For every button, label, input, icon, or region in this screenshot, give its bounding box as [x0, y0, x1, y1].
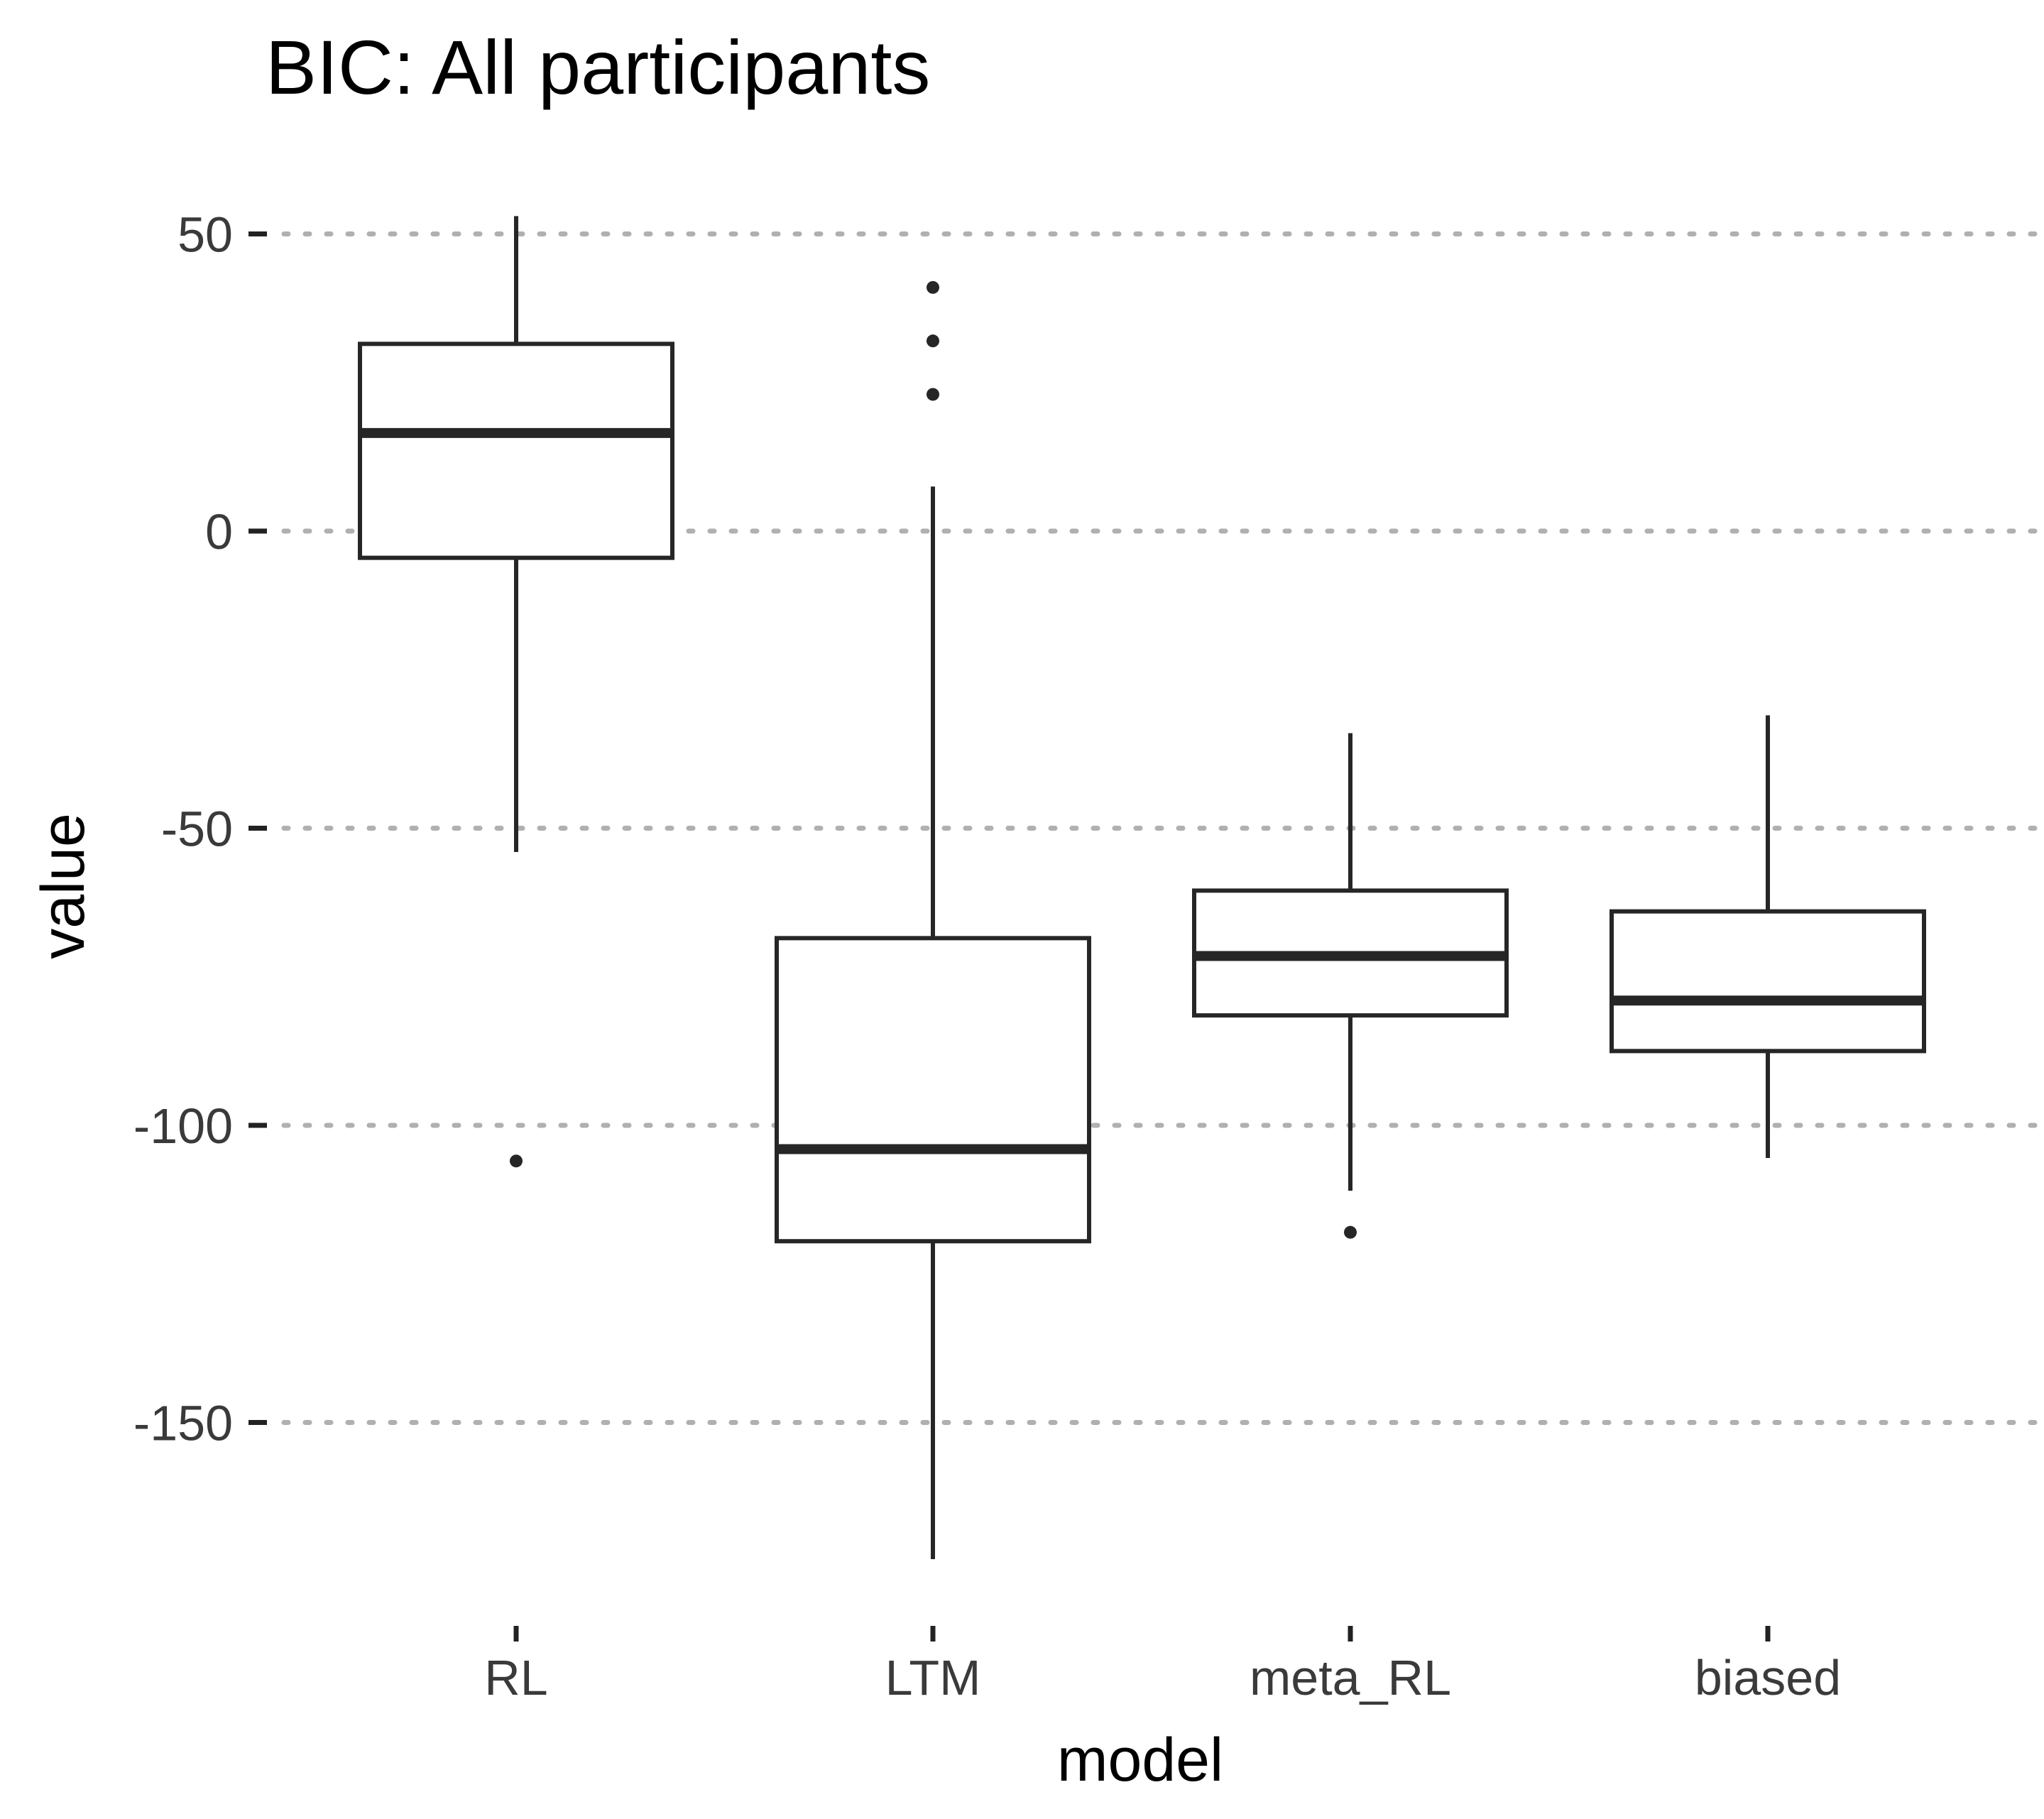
iqr-box	[775, 936, 1091, 1244]
iqr-box	[1609, 909, 1926, 1054]
x-tick-label: RL	[484, 1650, 547, 1705]
y-tick-label: -150	[133, 1396, 233, 1451]
outlier-point	[927, 280, 939, 294]
box-biased	[1609, 715, 1926, 1159]
y-tick-label: -50	[161, 802, 233, 857]
outlier-point	[927, 388, 939, 401]
x-tick-label: meta_RL	[1250, 1650, 1451, 1705]
x-tick-label: biased	[1695, 1650, 1841, 1705]
chart-title: BIC: All participants	[266, 24, 930, 110]
box-LTM	[775, 280, 1091, 1560]
boxes-layer	[358, 216, 1926, 1560]
outlier-point	[1344, 1225, 1357, 1239]
y-tick-label: 0	[205, 504, 233, 559]
box-RL	[358, 216, 674, 1168]
y-axis: 50 0 -50 -100 -150	[133, 207, 267, 1451]
iqr-box	[358, 342, 674, 560]
grid-layer	[281, 231, 2044, 1425]
x-tick-label: LTM	[885, 1650, 981, 1705]
box-meta_RL	[1192, 733, 1509, 1239]
outlier-point	[927, 334, 939, 348]
y-tick-label: -100	[133, 1098, 233, 1154]
x-axis: RL LTM meta_RL biased	[484, 1626, 1841, 1705]
y-tick-label: 50	[177, 207, 233, 263]
outlier-point	[510, 1154, 523, 1168]
y-axis-title: value	[29, 813, 97, 959]
x-axis-title: model	[1057, 1726, 1223, 1794]
